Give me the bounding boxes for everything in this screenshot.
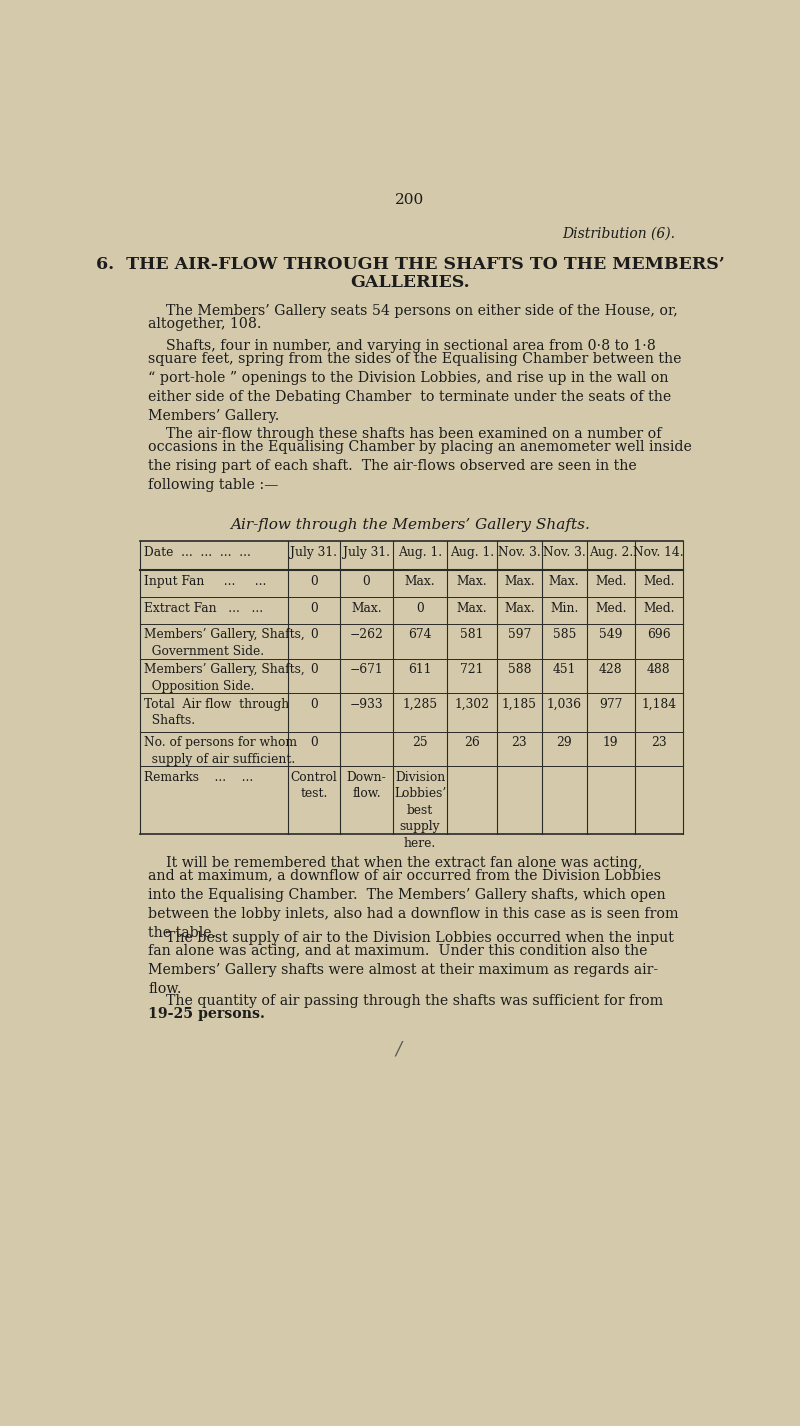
- Text: Input Fan     ...     ...: Input Fan ... ...: [144, 575, 266, 588]
- Text: 611: 611: [408, 663, 432, 676]
- Text: 977: 977: [599, 697, 622, 710]
- Text: 19-25 persons.: 19-25 persons.: [148, 1007, 265, 1021]
- Text: occasions in the Equalising Chamber by placing an anemometer well inside
the ris: occasions in the Equalising Chamber by p…: [148, 439, 692, 492]
- Text: and at maximum, a downflow of air occurred from the Division Lobbies
into the Eq: and at maximum, a downflow of air occurr…: [148, 868, 678, 940]
- Text: 0: 0: [362, 575, 370, 588]
- Text: 23: 23: [511, 736, 527, 749]
- Text: Shafts, four in number, and varying in sectional area from 0·8 to 1·8: Shafts, four in number, and varying in s…: [148, 339, 656, 354]
- Text: Extract Fan   ...   ...: Extract Fan ... ...: [144, 602, 263, 615]
- Text: 585: 585: [553, 629, 576, 642]
- Text: −262: −262: [350, 629, 383, 642]
- Text: 26: 26: [464, 736, 480, 749]
- Text: Med.: Med.: [595, 575, 626, 588]
- Text: GALLERIES.: GALLERIES.: [350, 274, 470, 291]
- Text: Max.: Max.: [457, 575, 487, 588]
- Text: The quantity of air passing through the shafts was sufficient for from: The quantity of air passing through the …: [148, 994, 663, 1008]
- Text: altogether, 108.: altogether, 108.: [148, 317, 262, 331]
- Text: Max.: Max.: [405, 575, 435, 588]
- Text: Date  ...  ...  ...  ...: Date ... ... ... ...: [144, 546, 251, 559]
- Text: Aug. 1.: Aug. 1.: [398, 546, 442, 559]
- Text: Control
test.: Control test.: [290, 771, 338, 800]
- Text: The air-flow through these shafts has been examined on a number of: The air-flow through these shafts has be…: [148, 426, 662, 441]
- Text: 674: 674: [408, 629, 432, 642]
- Text: Members’ Gallery, Shafts,
  Opposition Side.: Members’ Gallery, Shafts, Opposition Sid…: [144, 663, 305, 693]
- Text: 0: 0: [310, 736, 318, 749]
- Text: The best supply of air to the Division Lobbies occurred when the input: The best supply of air to the Division L…: [148, 931, 674, 945]
- Text: Nov. 14.: Nov. 14.: [634, 546, 684, 559]
- Text: 29: 29: [556, 736, 572, 749]
- Text: Air-flow through the Members’ Gallery Shafts.: Air-flow through the Members’ Gallery Sh…: [230, 518, 590, 532]
- Text: It will be remembered that when the extract fan alone was acting,: It will be remembered that when the extr…: [148, 856, 642, 870]
- Text: 0: 0: [310, 697, 318, 710]
- Text: −933: −933: [350, 697, 383, 710]
- Text: −671: −671: [350, 663, 383, 676]
- Text: Down-
flow.: Down- flow.: [346, 771, 386, 800]
- Text: July 31.: July 31.: [343, 546, 390, 559]
- Text: 6.  THE AIR-FLOW THROUGH THE SHAFTS TO THE MEMBERS’: 6. THE AIR-FLOW THROUGH THE SHAFTS TO TH…: [96, 255, 724, 272]
- Text: 1,285: 1,285: [402, 697, 438, 710]
- Text: Max.: Max.: [457, 602, 487, 615]
- Text: Aug. 2.: Aug. 2.: [589, 546, 633, 559]
- Text: 0: 0: [310, 663, 318, 676]
- Text: 0: 0: [310, 629, 318, 642]
- Text: Med.: Med.: [643, 575, 674, 588]
- Text: Nov. 3.: Nov. 3.: [543, 546, 586, 559]
- Text: 597: 597: [507, 629, 531, 642]
- Text: 581: 581: [460, 629, 484, 642]
- Text: Med.: Med.: [643, 602, 674, 615]
- Text: Total  Air flow  through
  Shafts.: Total Air flow through Shafts.: [144, 697, 290, 727]
- Text: Aug. 1.: Aug. 1.: [450, 546, 494, 559]
- Text: 588: 588: [507, 663, 531, 676]
- Text: Remarks    ...    ...: Remarks ... ...: [144, 771, 254, 784]
- Text: 721: 721: [460, 663, 484, 676]
- Text: 25: 25: [412, 736, 428, 749]
- Text: Max.: Max.: [549, 575, 579, 588]
- Text: 200: 200: [395, 193, 425, 207]
- Text: Distribution (6).: Distribution (6).: [562, 227, 675, 241]
- Text: 0: 0: [416, 602, 424, 615]
- Text: 1,185: 1,185: [502, 697, 537, 710]
- Text: Med.: Med.: [595, 602, 626, 615]
- Text: Nov. 3.: Nov. 3.: [498, 546, 541, 559]
- Text: Max.: Max.: [504, 602, 534, 615]
- Text: Min.: Min.: [550, 602, 578, 615]
- Text: 0: 0: [310, 575, 318, 588]
- Text: Max.: Max.: [504, 575, 534, 588]
- Text: 0: 0: [310, 602, 318, 615]
- Text: 451: 451: [553, 663, 576, 676]
- Text: 696: 696: [647, 629, 670, 642]
- Text: 1,184: 1,184: [642, 697, 676, 710]
- Text: 19: 19: [603, 736, 618, 749]
- Text: /: /: [395, 1041, 402, 1058]
- Text: Max.: Max.: [351, 602, 382, 615]
- Text: 1,036: 1,036: [546, 697, 582, 710]
- Text: square feet, spring from the sides of the Equalising Chamber between the
“ port-: square feet, spring from the sides of th…: [148, 352, 682, 424]
- Text: 549: 549: [599, 629, 622, 642]
- Text: fan alone was acting, and at maximum.  Under this condition also the
Members’ Ga: fan alone was acting, and at maximum. Un…: [148, 944, 658, 997]
- Text: Division
Lobbies’
best
supply
here.: Division Lobbies’ best supply here.: [394, 771, 446, 850]
- Text: Members’ Gallery, Shafts,
  Government Side.: Members’ Gallery, Shafts, Government Sid…: [144, 629, 305, 657]
- Text: 23: 23: [651, 736, 666, 749]
- Text: The Members’ Gallery seats 54 persons on either side of the House, or,: The Members’ Gallery seats 54 persons on…: [148, 304, 678, 318]
- Text: July 31.: July 31.: [290, 546, 338, 559]
- Text: 428: 428: [599, 663, 622, 676]
- Text: 1,302: 1,302: [454, 697, 490, 710]
- Text: No. of persons for whom
  supply of air sufficient.: No. of persons for whom supply of air su…: [144, 736, 298, 766]
- Text: 488: 488: [647, 663, 670, 676]
